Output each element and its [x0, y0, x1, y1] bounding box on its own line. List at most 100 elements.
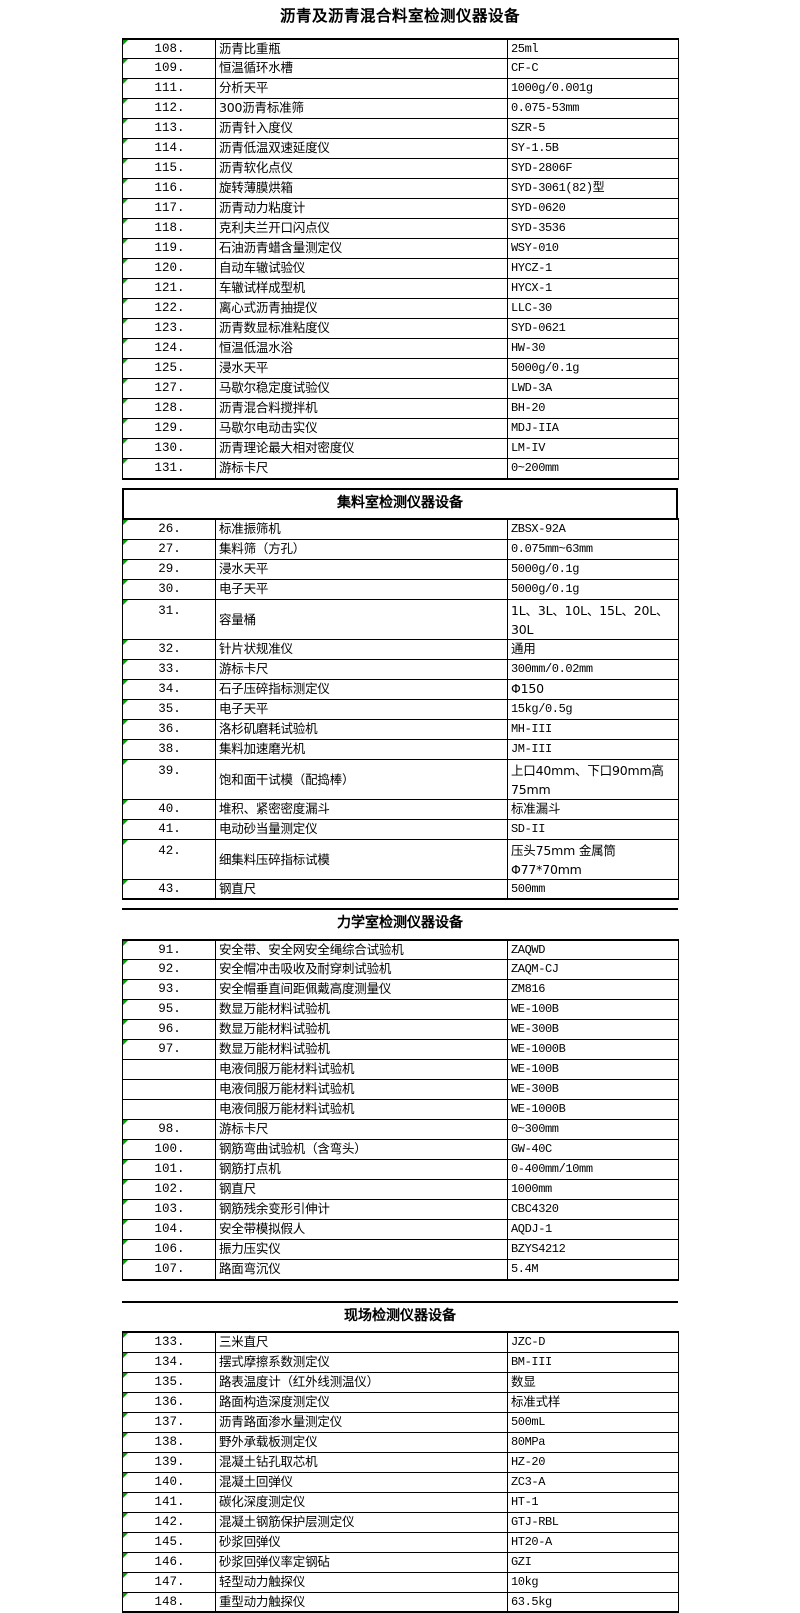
equipment-spec-cell: 通用 — [507, 638, 679, 660]
equipment-name-cell: 钢筋打点机 — [215, 1159, 508, 1181]
equipment-name-cell: 分析天平 — [215, 78, 508, 100]
row-number-cell: 118. — [122, 218, 216, 240]
table-row: 148. 重型动力触探仪 63.5kg — [122, 1591, 679, 1613]
equipment-spec-cell: SYD-2806F — [507, 158, 679, 180]
equipment-spec-cell: WE-1000B — [507, 1039, 679, 1061]
table-row: 146. 砂浆回弹仪率定钢砧 GZI — [122, 1551, 679, 1573]
table-row: 114. 沥青低温双速延度仪 SY-1.5B — [122, 138, 679, 160]
row-number-cell: 109. — [122, 58, 216, 80]
table-row: 96. 数显万能材料试验机 WE-300B — [122, 1019, 679, 1041]
equipment-name-cell: 沥青针入度仪 — [215, 118, 508, 140]
row-number-cell: 112. — [122, 98, 216, 120]
equipment-name-cell: 沥青软化点仪 — [215, 158, 508, 180]
row-number-cell: 101. — [122, 1159, 216, 1181]
equipment-name-cell: 钢筋弯曲试验机（含弯头） — [215, 1139, 508, 1161]
equipment-name-cell: 马歇尔稳定度试验仪 — [215, 378, 508, 400]
equipment-name-cell: 洛杉矶磨耗试验机 — [215, 718, 508, 740]
table-row: 42. 细集料压碎指标试模 压头75mm 金属筒Φ77*70mm — [122, 838, 679, 880]
equipment-spec-cell: 500mm — [507, 878, 679, 900]
equipment-name-cell: 车辙试样成型机 — [215, 278, 508, 300]
equipment-name-cell: 数显万能材料试验机 — [215, 1019, 508, 1041]
equipment-spec-cell: SY-1.5B — [507, 138, 679, 160]
equipment-spec-cell: Φ150 — [507, 678, 679, 700]
equipment-name-cell: 砂浆回弹仪率定钢砧 — [215, 1551, 508, 1573]
equipment-spec-cell: BH-20 — [507, 398, 679, 420]
equipment-spec-cell: 1000g/0.001g — [507, 78, 679, 100]
equipment-spec-cell: 15kg/0.5g — [507, 698, 679, 720]
row-number-cell: 146. — [122, 1551, 216, 1573]
equipment-name-cell: 路面构造深度测定仪 — [215, 1391, 508, 1413]
row-number-cell: 129. — [122, 418, 216, 440]
row-number-cell: 117. — [122, 198, 216, 220]
row-number-cell: 147. — [122, 1571, 216, 1593]
table-row: 131. 游标卡尺 0~200mm — [122, 458, 679, 480]
equipment-name-cell: 钢直尺 — [215, 878, 508, 900]
section-aggregate: 集料室检测仪器设备 26. 标准振筛机 ZBSX-92A 27. 集料筛（方孔） 0.075… — [122, 487, 679, 901]
table-row: 104. 安全带模拟假人 AQDJ-1 — [122, 1219, 679, 1241]
section-gap — [0, 1281, 800, 1301]
table-row: 120. 自动车辙试验仪 HYCZ-1 — [122, 258, 679, 280]
table-row: 109. 恒温循环水槽 CF-C — [122, 58, 679, 80]
table-row: 112. 300沥青标准筛 0.075-53mm — [122, 98, 679, 120]
equipment-spec-cell: BM-III — [507, 1351, 679, 1373]
row-number-cell: 92. — [122, 959, 216, 981]
equipment-spec-cell: 10kg — [507, 1571, 679, 1593]
row-number-cell: 148. — [122, 1591, 216, 1613]
equipment-name-cell: 沥青比重瓶 — [215, 38, 508, 60]
row-number-cell: 142. — [122, 1511, 216, 1533]
row-number-cell: 104. — [122, 1219, 216, 1241]
equipment-name-cell: 混凝土钢筋保护层测定仪 — [215, 1511, 508, 1533]
equipment-name-cell: 饱和面干试模（配捣棒） — [215, 758, 508, 800]
equipment-spec-cell: 80MPa — [507, 1431, 679, 1453]
equipment-spec-cell: 标准式样 — [507, 1391, 679, 1413]
equipment-table-asphalt: 108. 沥青比重瓶 25ml 109. 恒温循环水槽 CF-C 111. 分析天平 1000g… — [122, 37, 679, 480]
row-number-cell: 114. — [122, 138, 216, 160]
section-title-mechanics: 力学室检测仪器设备 — [122, 908, 678, 939]
equipment-spec-cell: SYD-3536 — [507, 218, 679, 240]
equipment-name-cell: 集料筛（方孔） — [215, 538, 508, 560]
equipment-table-field: 133. 三米直尺 JZC-D 134. 摆式摩擦系数测定仪 BM-III 135. 路表温度… — [122, 1331, 679, 1613]
equipment-name-cell: 旋转薄膜烘箱 — [215, 178, 508, 200]
equipment-spec-cell: 500mL — [507, 1411, 679, 1433]
equipment-spec-cell: 25ml — [507, 38, 679, 60]
table-row: 98. 游标卡尺 0~300mm — [122, 1119, 679, 1141]
row-number-cell: 26. — [122, 519, 216, 540]
equipment-spec-cell: WE-100B — [507, 1059, 679, 1081]
equipment-name-cell: 沥青理论最大相对密度仪 — [215, 438, 508, 460]
equipment-spec-cell: AQDJ-1 — [507, 1219, 679, 1241]
equipment-name-cell: 300沥青标准筛 — [215, 98, 508, 120]
table-row: 137. 沥青路面渗水量测定仪 500mL — [122, 1411, 679, 1433]
equipment-spec-cell: 1000mm — [507, 1179, 679, 1201]
equipment-spec-cell: 5000g/0.1g — [507, 578, 679, 600]
section-mechanics: 力学室检测仪器设备 91. 安全带、安全网安全绳综合试验机 ZAQWD 92. 安全帽冲击… — [122, 908, 679, 1281]
table-row: 111. 分析天平 1000g/0.001g — [122, 78, 679, 100]
equipment-spec-cell: ZBSX-92A — [507, 519, 679, 540]
equipment-name-cell: 摆式摩擦系数测定仪 — [215, 1351, 508, 1373]
section-gap — [0, 480, 800, 488]
equipment-name-cell: 砂浆回弹仪 — [215, 1531, 508, 1553]
equipment-spec-cell: HZ-20 — [507, 1451, 679, 1473]
equipment-name-cell: 浸水天平 — [215, 558, 508, 580]
equipment-spec-cell: HT-1 — [507, 1491, 679, 1513]
equipment-spec-cell: HYCX-1 — [507, 278, 679, 300]
equipment-name-cell: 离心式沥青抽提仪 — [215, 298, 508, 320]
equipment-name-cell: 电动砂当量测定仪 — [215, 818, 508, 840]
table-row: 127. 马歇尔稳定度试验仪 LWD-3A — [122, 378, 679, 400]
table-row: 31. 容量桶 1L、3L、10L、15L、20L、30L — [122, 598, 679, 640]
row-number-cell: 108. — [122, 38, 216, 60]
row-number-cell: 113. — [122, 118, 216, 140]
equipment-name-cell: 安全带模拟假人 — [215, 1219, 508, 1241]
table-row: 147. 轻型动力触探仪 10kg — [122, 1571, 679, 1593]
table-row: 34. 石子压碎指标测定仪 Φ150 — [122, 678, 679, 700]
section-title-aggregate: 集料室检测仪器设备 — [122, 487, 678, 519]
equipment-spec-cell: 0.075-53mm — [507, 98, 679, 120]
row-number-cell: 119. — [122, 238, 216, 260]
row-number-cell: 30. — [122, 578, 216, 600]
table-row: 41. 电动砂当量测定仪 SD-II — [122, 818, 679, 840]
equipment-name-cell: 游标卡尺 — [215, 658, 508, 680]
equipment-spec-cell: WE-300B — [507, 1079, 679, 1101]
section-asphalt: 108. 沥青比重瓶 25ml 109. 恒温循环水槽 CF-C 111. 分析天平 1000g… — [122, 37, 679, 480]
row-number-cell: 127. — [122, 378, 216, 400]
row-number-cell: 42. — [122, 838, 216, 880]
